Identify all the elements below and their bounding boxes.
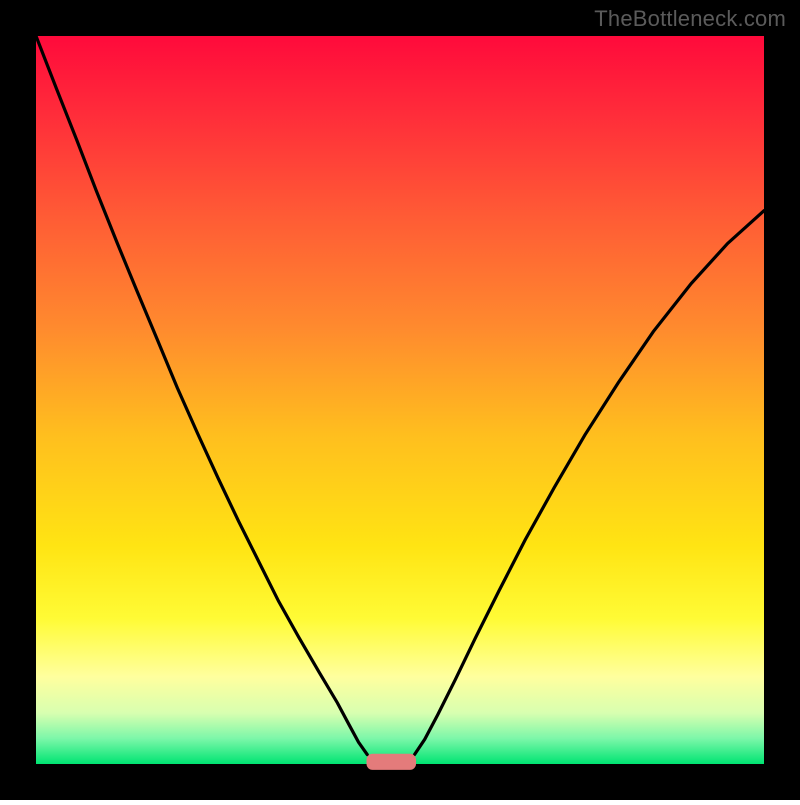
watermark-label: TheBottleneck.com (594, 6, 786, 32)
bottleneck-chart-svg (0, 0, 800, 800)
optimal-marker (367, 754, 417, 770)
plot-gradient-background (36, 36, 764, 764)
chart-container (0, 0, 800, 800)
